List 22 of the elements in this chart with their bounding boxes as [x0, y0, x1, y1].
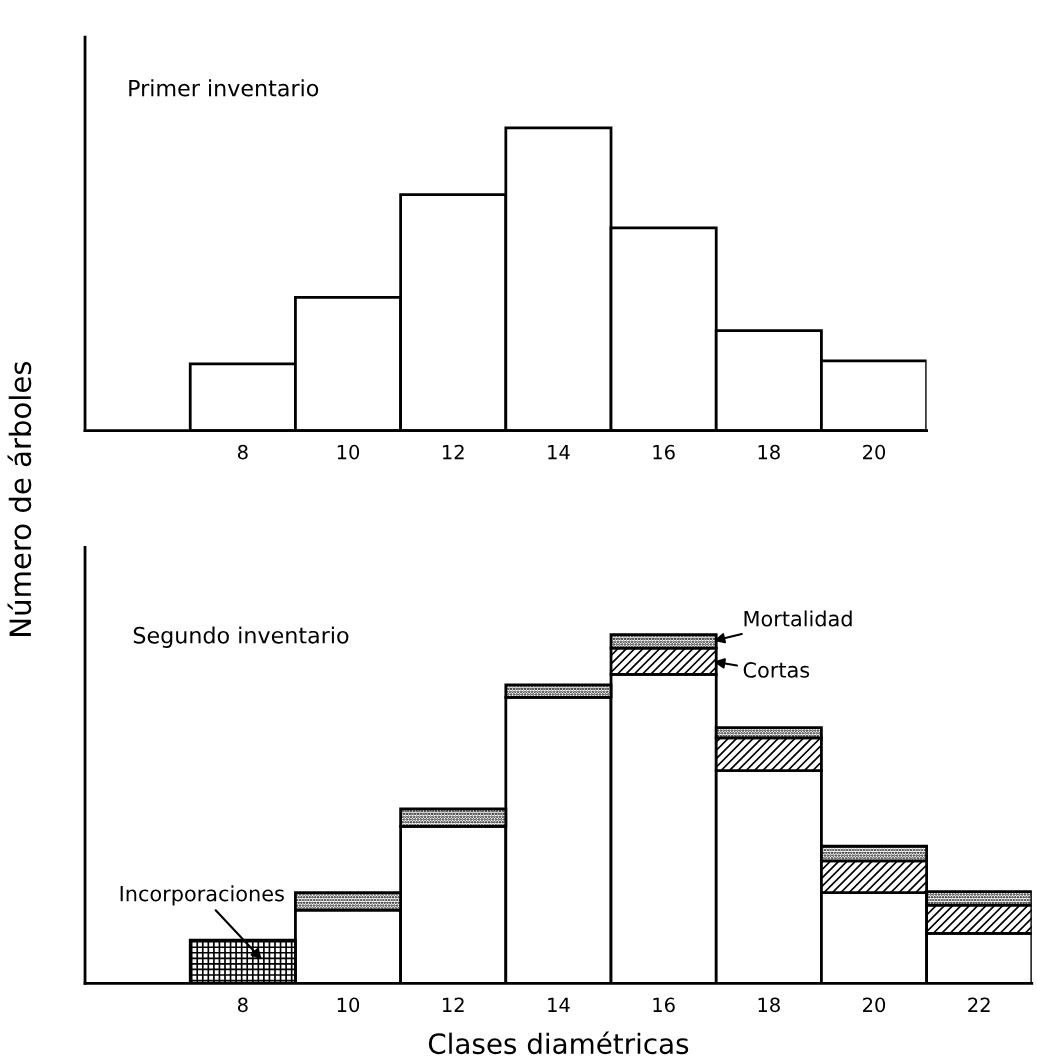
series-label: Incorporaciones: [120, 885, 284, 906]
x-tick-label: 12: [442, 997, 464, 1012]
series-label: Mortalidad: [744, 610, 852, 627]
chart-title: Primer inventario: [129, 79, 319, 97]
x-tick-label: 10: [337, 444, 360, 460]
x-tick-label: 18: [758, 444, 780, 460]
x-tick-label: 16: [653, 444, 675, 460]
x-tick-label: 16: [653, 997, 675, 1013]
y-axis-title: Número de árboles: [7, 361, 32, 636]
x-tick-label: 18: [758, 997, 780, 1013]
x-tick-label: 10: [337, 997, 360, 1013]
chart-title: Segundo inventario: [133, 626, 349, 648]
x-tick-label: 20: [863, 444, 886, 460]
x-tick-label: 22: [968, 997, 990, 1012]
series-label: Cortas: [743, 662, 810, 678]
x-tick-label: 14: [548, 997, 570, 1012]
x-tick-label: 8: [237, 444, 248, 460]
x-tick-label: 12: [442, 444, 464, 460]
x-tick-label: 14: [548, 445, 570, 460]
x-tick-label: 8: [237, 997, 248, 1013]
x-axis-title: Clases diamétricas: [428, 1031, 689, 1055]
x-tick-label: 20: [863, 997, 886, 1013]
